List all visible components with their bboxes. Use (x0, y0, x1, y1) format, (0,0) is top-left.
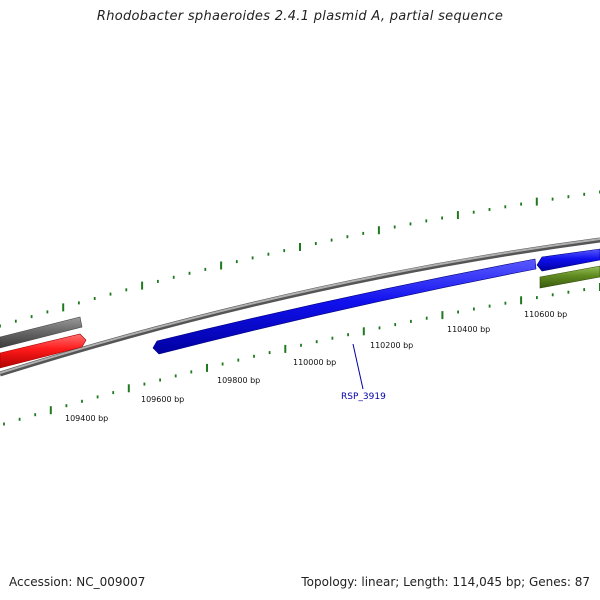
sequence-backbone (0, 237, 600, 377)
tick-label-110000: 110000 bp (293, 358, 336, 367)
sequence-backbone-highlight (0, 238, 600, 374)
tick-label-109800: 109800 bp (217, 376, 260, 385)
map-title: Rhodobacter sphaeroides 2.4.1 plasmid A,… (96, 9, 504, 24)
lower-tick-row (3, 283, 600, 426)
tick-label-109600: 109600 bp (141, 395, 184, 404)
tick-label-110600: 110600 bp (524, 310, 567, 319)
gene-red-left[interactable] (0, 333, 87, 369)
tick-label-109400: 109400 bp (65, 414, 108, 423)
gene-blue-main[interactable] (152, 258, 537, 355)
topology-summary-text: Topology: linear; Length: 114,045 bp; Ge… (301, 575, 590, 589)
gene-gray-left[interactable] (0, 316, 83, 349)
upper-tick-row (0, 190, 600, 328)
accession-text: Accession: NC_009007 (9, 575, 146, 589)
tick-label-110200: 110200 bp (370, 341, 413, 350)
tick-label-110400: 110400 bp (447, 325, 490, 334)
ruler-labels: 109400 bp 109600 bp 109800 bp 110000 bp … (65, 310, 567, 423)
gene-label-leader-line (352, 343, 364, 390)
gene-label-rsp-3919[interactable]: RSP_3919 (341, 392, 386, 402)
gene-blue-right[interactable] (536, 248, 600, 272)
gene-olive-right[interactable] (539, 265, 600, 289)
